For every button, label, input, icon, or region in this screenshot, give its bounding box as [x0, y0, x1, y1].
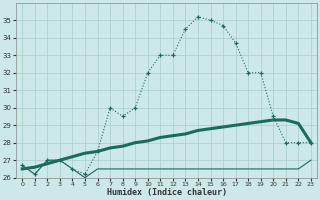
X-axis label: Humidex (Indice chaleur): Humidex (Indice chaleur) [107, 188, 227, 197]
